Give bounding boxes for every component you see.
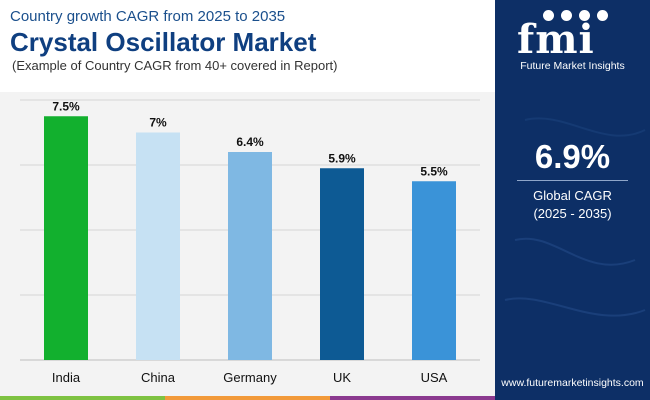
x-tick-label-usa: USA	[421, 370, 448, 385]
sidebar-texture	[504, 117, 646, 317]
logo-wordmark: fmi	[517, 16, 595, 63]
bar-uk	[320, 168, 364, 360]
fmi-logo: fmi Future Market Insights	[495, 8, 650, 74]
strip-segment-orange	[165, 396, 330, 400]
global-cagr-period: (2025 - 2035)	[533, 206, 612, 221]
bar-usa	[412, 181, 456, 360]
website-link[interactable]: www.futuremarketinsights.com	[501, 377, 644, 389]
data-label-india: 7.5%	[52, 99, 80, 113]
bar-india	[44, 116, 88, 360]
logo-caption: Future Market Insights	[520, 60, 625, 72]
logo-icon-globe	[543, 10, 554, 21]
chart-area: 7.5% India 7% China 6.4% Germany 5.9% UK 5.5% USA	[0, 92, 495, 400]
bar-chart: 7.5% India 7% China 6.4% Germany 5.9% UK 5.5% USA	[20, 99, 480, 385]
data-label-germany: 6.4%	[236, 135, 264, 149]
logo-icon-chat	[561, 10, 572, 21]
chart-note: (Example of Country CAGR from 40+ covere…	[12, 58, 338, 73]
global-cagr-value: 6.9%	[534, 138, 611, 175]
chart-header: Country growth CAGR from 2025 to 2035 Cr…	[0, 0, 495, 80]
bottom-color-strip	[0, 396, 495, 400]
divider	[517, 180, 628, 181]
data-label-china: 7%	[149, 116, 167, 130]
strip-segment-green	[0, 396, 165, 400]
logo-icon-gear	[579, 10, 590, 21]
bar-germany	[228, 152, 272, 360]
x-tick-label-germany: Germany	[223, 370, 277, 385]
logo-icon-person	[597, 10, 608, 21]
x-tick-label-india: India	[52, 370, 81, 385]
x-tick-label-china: China	[141, 370, 176, 385]
x-tick-label-uk: UK	[333, 370, 351, 385]
chart-subtitle: Country growth CAGR from 2025 to 2035	[10, 8, 286, 25]
strip-segment-purple	[330, 396, 495, 400]
sidebar-panel: fmi Future Market Insights 6.9% Global C…	[495, 0, 650, 400]
chart-title: Crystal Oscillator Market	[10, 27, 317, 57]
bar-china	[136, 132, 180, 360]
data-label-usa: 5.5%	[420, 164, 448, 178]
data-label-uk: 5.9%	[328, 151, 356, 165]
global-cagr-label: Global CAGR	[533, 188, 612, 203]
